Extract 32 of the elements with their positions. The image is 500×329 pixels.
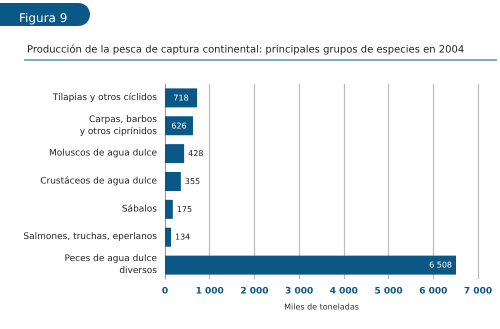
y-tick-label: Salmones, truchas, eperlanos xyxy=(23,232,158,242)
bar xyxy=(165,116,193,136)
x-axis-title: Miles de toneladas xyxy=(284,302,359,312)
bar xyxy=(165,172,181,191)
x-tick-label: 7 000 xyxy=(464,286,492,296)
y-tick-label: Moluscos de agua dulce xyxy=(49,148,158,159)
bar xyxy=(165,256,456,275)
x-tick-label: 0 xyxy=(162,286,168,296)
bar xyxy=(165,144,184,164)
y-tick-label: Peces de agua dulce diversos xyxy=(64,254,158,276)
y-tick-label: Carpas, barbos y otros ciprínidos xyxy=(80,114,158,137)
bar xyxy=(165,228,171,247)
chart-subtitle: Producción de la pesca de captura continental: principales grupos de especies en 2004 xyxy=(27,44,464,56)
bar xyxy=(165,200,173,219)
x-tick-label: 2 000 xyxy=(240,286,269,296)
x-tick-label: 1 000 xyxy=(196,286,224,296)
x-tick-label: 3 000 xyxy=(285,286,314,296)
text: Figura 9 xyxy=(19,11,68,25)
data-label: 428 xyxy=(188,149,204,158)
data-label: 175 xyxy=(176,204,192,214)
data-label: 6 508 xyxy=(429,260,452,270)
y-tick-label: Crustáceos de agua dulce xyxy=(40,176,158,186)
x-tick-label: 5 000 xyxy=(374,286,403,296)
data-label: 626 xyxy=(171,121,187,130)
y-tick-label: Tilapias y otros cíclidos xyxy=(52,92,158,103)
x-tick-label: 6 000 xyxy=(419,286,448,296)
y-tick-label: Sábalos xyxy=(122,203,158,214)
data-label: 134 xyxy=(174,232,190,242)
data-label: 355 xyxy=(184,177,200,186)
data-label: 718 xyxy=(173,93,189,102)
x-tick-label: 4 000 xyxy=(330,286,358,296)
bar xyxy=(165,88,198,108)
